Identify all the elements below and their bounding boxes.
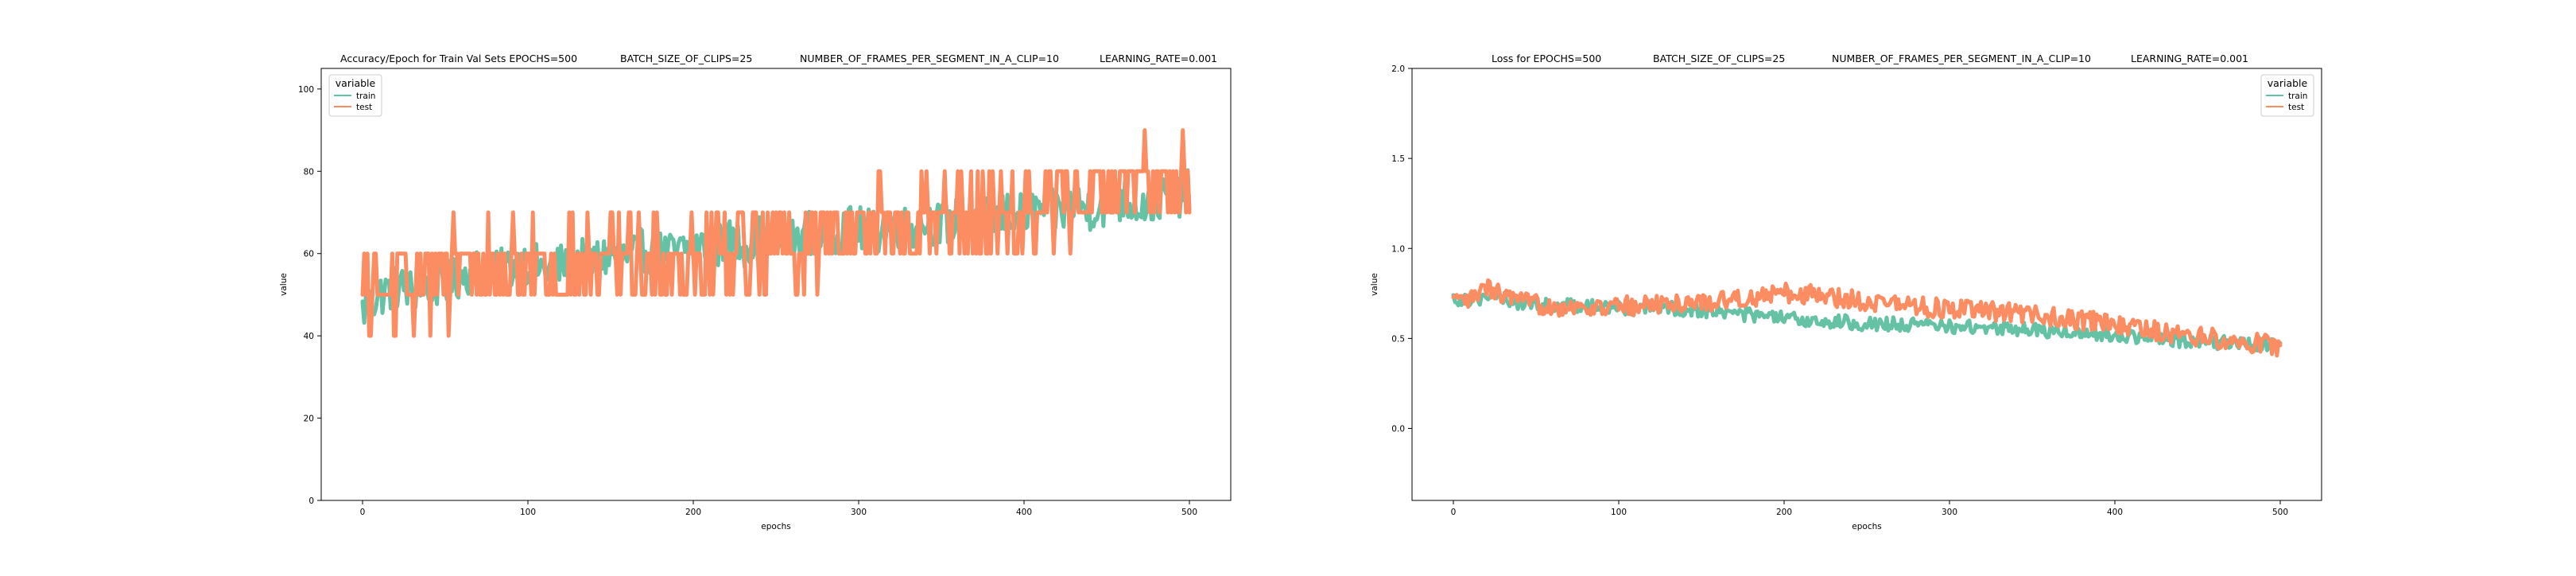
legend: variable train test [2260,74,2314,117]
axes-frame [1411,68,2322,501]
chart-title-part: NUMBER_OF_FRAMES_PER_SEGMENT_IN_A_CLIP=1… [800,53,1059,64]
x-axis-label: epochs [1852,522,1881,531]
x-tick-label: 200 [1776,508,1792,517]
chart-title-part: Accuracy/Epoch for Train Val Sets EPOCHS… [340,53,577,64]
legend-title: variable [336,77,376,89]
x-axis-label: epochs [761,522,790,531]
x-tick-label: 100 [520,508,536,517]
legend-title: variable [2268,77,2308,89]
y-axis-label: value [279,273,289,296]
y-tick-label: 0 [308,496,314,506]
y-tick-label: 80 [304,167,314,177]
chart-title-part: NUMBER_OF_FRAMES_PER_SEGMENT_IN_A_CLIP=1… [1832,53,2091,64]
chart-loss: 0 100 200 300 400 500 0.0 0.5 1.0 1.5 2.0 epochs val… [1370,53,2322,531]
series-line-test [1451,278,2283,358]
chart-title-part: BATCH_SIZE_OF_CLIPS=25 [620,53,752,64]
y-tick-label: 60 [304,250,314,259]
y-tick-label: 0.0 [1391,425,1405,434]
x-tick-label: 400 [1016,508,1032,517]
x-tick-label: 200 [685,508,701,517]
y-tick-label: 20 [304,414,314,424]
x-tick-label: 500 [2272,508,2288,517]
y-tick-label: 1.0 [1391,244,1405,254]
x-tick-label: 0 [1451,508,1457,517]
legend: variable train test [328,74,382,117]
legend-entry-train: train [2288,91,2307,101]
y-tick-label: 2.0 [1391,64,1405,74]
legend-entry-test: test [356,103,372,112]
legend-entry-train: train [356,91,375,101]
x-tick-label: 0 [360,508,366,517]
chart-title-part: Loss for EPOCHS=500 [1492,53,1601,64]
x-tick-label: 300 [851,508,867,517]
y-tick-label: 40 [304,332,314,341]
chart-accuracy: 0 100 200 300 400 500 0 20 40 60 80 100 epochs value A… [279,53,1232,531]
y-axis-label: value [1370,273,1379,296]
x-tick-label: 100 [1611,508,1627,517]
x-tick-label: 500 [1181,508,1197,517]
y-tick-label: 0.5 [1391,334,1405,344]
chart-title-part: BATCH_SIZE_OF_CLIPS=25 [1653,53,1785,64]
chart-title-part: LEARNING_RATE=0.001 [1100,53,1217,64]
axes-frame [320,68,1232,501]
y-tick-label: 1.5 [1391,154,1405,164]
y-tick-label: 100 [298,85,314,95]
chart-title-part: LEARNING_RATE=0.001 [2131,53,2248,64]
x-tick-label: 400 [2107,508,2123,517]
series-line-test [360,128,1192,338]
legend-entry-test: test [2288,103,2304,112]
x-tick-label: 300 [1942,508,1957,517]
